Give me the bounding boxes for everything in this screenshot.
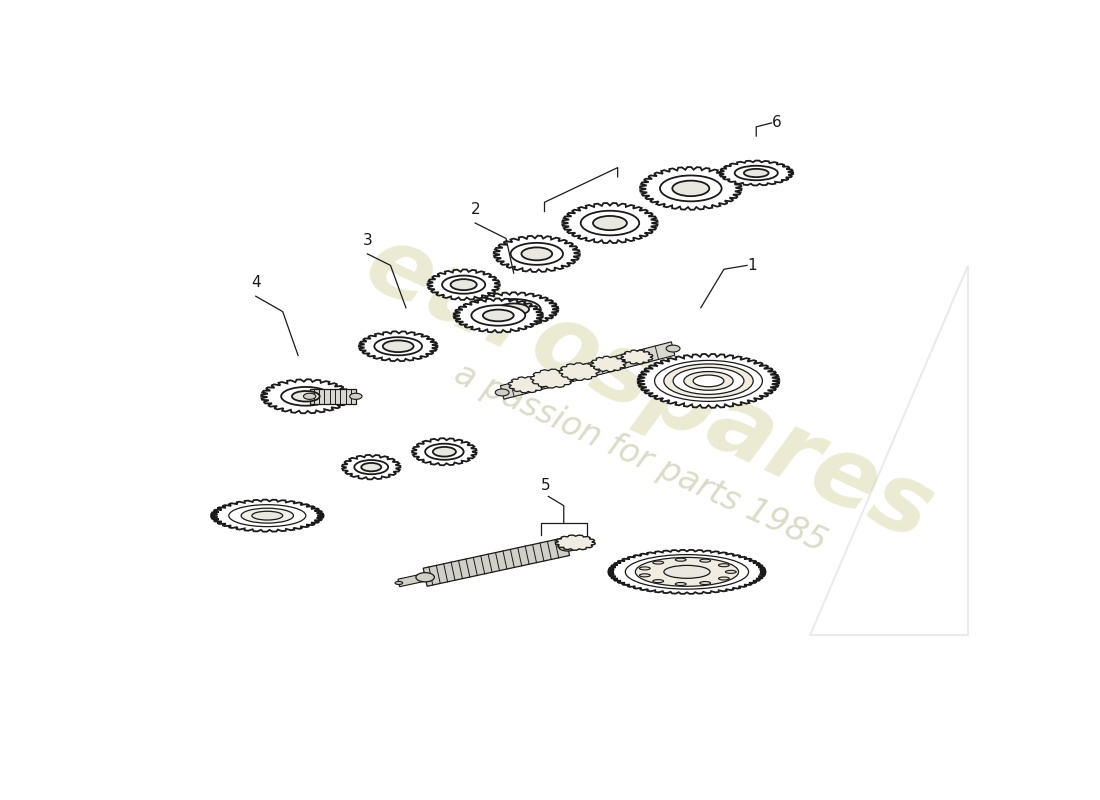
Polygon shape	[620, 350, 653, 364]
Ellipse shape	[664, 566, 711, 578]
Ellipse shape	[660, 175, 722, 202]
Ellipse shape	[472, 306, 526, 326]
Ellipse shape	[292, 391, 320, 402]
Ellipse shape	[241, 508, 294, 523]
Ellipse shape	[252, 511, 283, 520]
Polygon shape	[591, 356, 626, 372]
Ellipse shape	[483, 310, 514, 322]
Ellipse shape	[667, 345, 680, 352]
Ellipse shape	[726, 570, 736, 574]
Text: 2: 2	[471, 202, 480, 217]
Ellipse shape	[654, 361, 762, 402]
Polygon shape	[640, 167, 741, 210]
Polygon shape	[508, 377, 546, 393]
Ellipse shape	[433, 447, 456, 457]
Polygon shape	[211, 500, 323, 532]
Ellipse shape	[700, 582, 711, 585]
Ellipse shape	[416, 573, 434, 582]
Text: a passion for parts 1985: a passion for parts 1985	[450, 357, 832, 559]
Ellipse shape	[495, 389, 509, 396]
Ellipse shape	[625, 554, 749, 589]
Ellipse shape	[521, 247, 552, 260]
Polygon shape	[469, 292, 559, 326]
Ellipse shape	[735, 166, 778, 180]
Text: 3: 3	[363, 233, 372, 248]
Ellipse shape	[639, 567, 650, 570]
Polygon shape	[261, 379, 351, 414]
Ellipse shape	[664, 364, 754, 398]
Ellipse shape	[718, 564, 729, 566]
Ellipse shape	[639, 574, 650, 577]
Ellipse shape	[718, 577, 729, 580]
Ellipse shape	[498, 303, 529, 315]
Polygon shape	[608, 550, 766, 594]
Ellipse shape	[673, 367, 744, 394]
Ellipse shape	[672, 181, 710, 196]
Ellipse shape	[425, 444, 464, 460]
Polygon shape	[719, 161, 793, 186]
Ellipse shape	[510, 243, 563, 265]
Ellipse shape	[282, 387, 330, 406]
Polygon shape	[310, 389, 356, 404]
Ellipse shape	[675, 582, 686, 586]
Polygon shape	[412, 438, 476, 466]
Ellipse shape	[304, 394, 316, 399]
Polygon shape	[428, 270, 499, 300]
Ellipse shape	[581, 210, 639, 235]
Ellipse shape	[636, 558, 738, 586]
Text: 6: 6	[772, 115, 781, 130]
Polygon shape	[424, 538, 570, 586]
Polygon shape	[453, 298, 543, 333]
Ellipse shape	[354, 460, 388, 474]
Ellipse shape	[693, 375, 724, 386]
Ellipse shape	[395, 582, 403, 585]
Polygon shape	[638, 354, 779, 408]
Polygon shape	[562, 203, 658, 243]
Ellipse shape	[652, 580, 663, 582]
Ellipse shape	[652, 561, 663, 564]
Ellipse shape	[451, 279, 476, 290]
Ellipse shape	[361, 463, 382, 471]
Polygon shape	[559, 363, 600, 380]
Ellipse shape	[593, 216, 627, 230]
Ellipse shape	[675, 558, 686, 562]
Ellipse shape	[744, 169, 769, 177]
Polygon shape	[556, 535, 595, 550]
Polygon shape	[398, 574, 426, 586]
Text: 5: 5	[541, 478, 551, 493]
Ellipse shape	[700, 559, 711, 562]
Polygon shape	[500, 342, 674, 399]
Polygon shape	[359, 331, 438, 361]
Ellipse shape	[684, 371, 733, 390]
Ellipse shape	[487, 299, 541, 319]
Text: eurospares: eurospares	[350, 217, 947, 561]
Ellipse shape	[350, 394, 362, 399]
Ellipse shape	[374, 337, 422, 355]
Ellipse shape	[442, 275, 485, 294]
Polygon shape	[494, 236, 580, 272]
Text: 4: 4	[251, 275, 261, 290]
Text: 1: 1	[747, 258, 757, 273]
Ellipse shape	[383, 340, 414, 352]
Ellipse shape	[229, 505, 306, 526]
Polygon shape	[530, 369, 574, 388]
Polygon shape	[342, 455, 400, 479]
Ellipse shape	[559, 542, 576, 551]
